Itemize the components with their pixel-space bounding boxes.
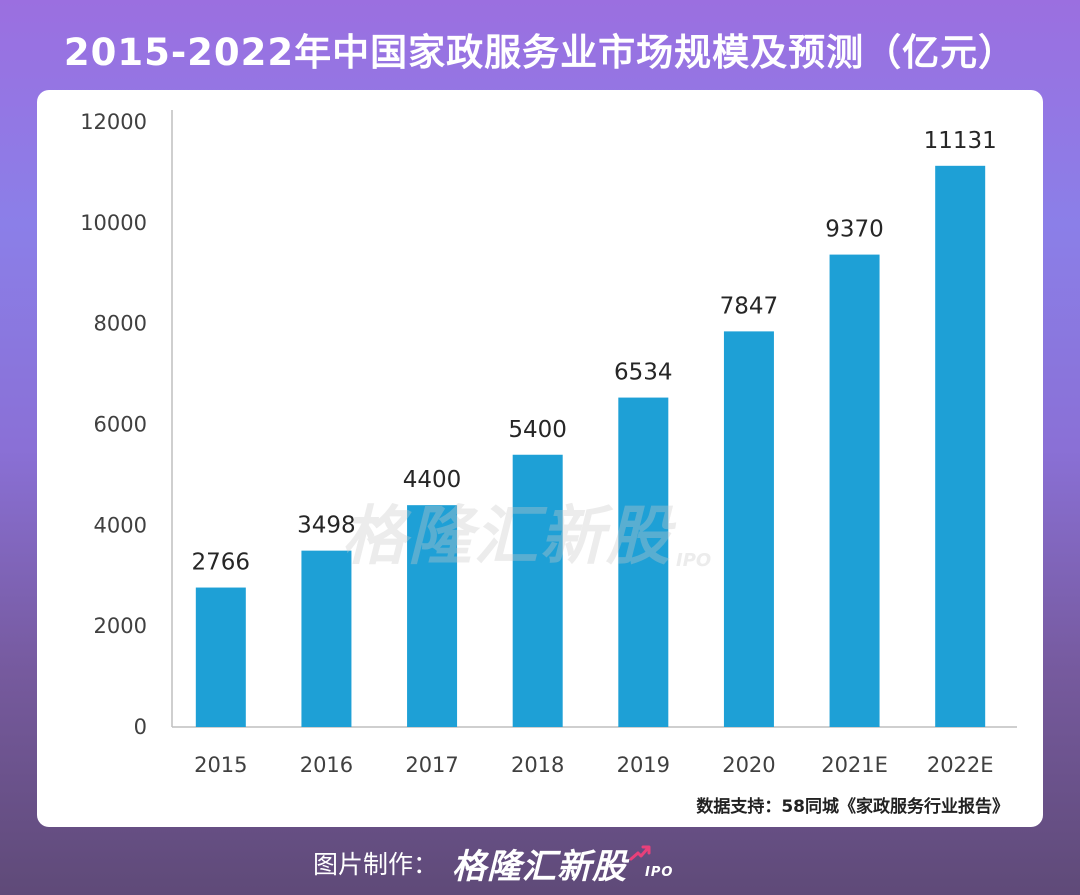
bar-2018	[512, 454, 563, 727]
credit-label: 图片制作：	[313, 850, 439, 879]
bar-2021E	[829, 254, 880, 728]
bar-2020	[723, 331, 774, 727]
y-tick-label: 12000	[80, 110, 147, 134]
credit-brand-logo: 格隆汇新股	[452, 846, 628, 887]
y-tick-label: 2000	[94, 614, 147, 638]
x-tick-label: 2022E	[927, 753, 994, 777]
x-tick-label: 2021E	[821, 753, 888, 777]
credit-ipo: IPO	[645, 864, 674, 880]
x-tick-label: 2020	[722, 753, 775, 777]
value-label: 9370	[825, 217, 884, 243]
x-tick-label: 2016	[300, 753, 353, 777]
x-tick-label: 2018	[511, 753, 564, 777]
trend-arrow-icon	[629, 845, 651, 865]
y-tick-label: 10000	[80, 211, 147, 235]
image-credit: 图片制作： 格隆汇新股 IPO	[313, 838, 673, 888]
y-tick-label: 4000	[94, 513, 147, 537]
bar-2015	[195, 587, 246, 727]
bar-2022E	[935, 165, 986, 727]
value-label: 7847	[720, 293, 779, 319]
value-label: 11131	[924, 128, 997, 154]
chart-title: 2015-2022年中国家政服务业市场规模及预测（亿元）	[63, 31, 1017, 74]
bar-2019	[618, 397, 669, 727]
bar-chart: 0 2000 4000 6000 8000 10000 12000 2766 2015 3498 2…	[80, 110, 1017, 777]
y-tick-label: 6000	[94, 413, 147, 437]
x-tick-label: 2019	[617, 753, 670, 777]
x-tick-label: 2017	[405, 753, 458, 777]
value-label: 5400	[508, 417, 567, 443]
chart-card: 0 2000 4000 6000 8000 10000 12000 2766 2015 3498 2…	[37, 90, 1043, 827]
bar-2017	[407, 505, 458, 727]
value-label: 3498	[297, 513, 356, 539]
value-label: 6534	[614, 360, 673, 386]
data-source-note: 数据支持：58同城《家政服务行业报告》	[696, 797, 1009, 817]
value-label: 2766	[192, 550, 251, 576]
y-tick-label: 0	[134, 715, 147, 739]
bar-2016	[301, 550, 352, 727]
x-tick-label: 2015	[194, 753, 247, 777]
y-tick-label: 8000	[94, 312, 147, 336]
value-label: 4400	[403, 467, 462, 493]
